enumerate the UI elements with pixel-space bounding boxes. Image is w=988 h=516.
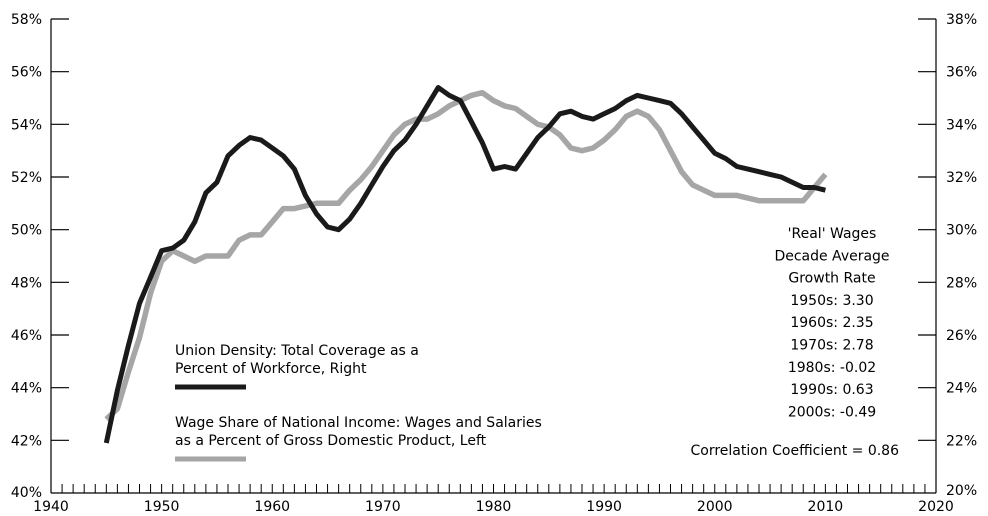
wage-box-line: 1990s: 0.63 [790, 382, 873, 398]
right-y-tick-label: 32% [946, 170, 977, 186]
legend: Union Density: Total Coverage as a Percen… [175, 343, 542, 462]
x-tick-label: 1970 [365, 499, 401, 515]
left-y-tick-label: 58% [11, 12, 42, 28]
left-y-tick-label: 50% [11, 223, 42, 239]
x-tick-label: 2020 [918, 499, 954, 515]
x-tick-label: 1950 [144, 499, 180, 515]
right-y-tick-label: 36% [946, 65, 977, 81]
left-y-tick-label: 48% [11, 275, 42, 291]
x-tick-label: 1960 [254, 499, 290, 515]
right-y-tick-label: 22% [946, 433, 977, 449]
right-y-tick-label: 30% [946, 223, 977, 239]
legend-label: as a Percent of Gross Domestic Product, … [175, 433, 487, 449]
x-tick-label: 1940 [33, 499, 69, 515]
wage-box-line: 'Real' Wages [788, 226, 877, 242]
left-y-tick-label: 44% [11, 381, 42, 397]
wage-box-line: 1970s: 2.78 [790, 338, 873, 354]
right-y-tick-label: 24% [946, 381, 977, 397]
wage-box-line: 1960s: 2.35 [790, 315, 873, 331]
wage-box-line: Decade Average [774, 248, 889, 264]
correlation-label: Correlation Coefficient = 0.86 [690, 443, 899, 459]
wage-box-background [766, 221, 899, 422]
right-y-tick-label: 34% [946, 117, 977, 133]
x-tick-label: 1980 [476, 499, 512, 515]
x-tick-label: 1990 [586, 499, 622, 515]
right-y-tick-label: 20% [946, 483, 977, 499]
wage-share-line [104, 89, 828, 422]
wage-growth-box: 'Real' Wages Decade Average Growth Rate 195… [766, 221, 899, 422]
left-y-tick-label: 52% [11, 170, 42, 186]
legend-label: Percent of Workforce, Right [175, 361, 367, 377]
axes: 40% 42% 44% 46% 48% 50% 52% 54% 56% 58% 20% 22% 24% 2… [11, 12, 977, 515]
union-density-line [103, 85, 826, 444]
x-tick-label: 2000 [697, 499, 733, 515]
legend-label: Wage Share of National Income: Wages and… [175, 415, 542, 431]
left-y-tick-label: 46% [11, 328, 42, 344]
series-layer [103, 85, 828, 444]
right-y-tick-label: 28% [946, 275, 977, 291]
left-y-tick-label: 42% [11, 433, 42, 449]
left-y-tick-label: 54% [11, 117, 42, 133]
right-y-tick-label: 38% [946, 12, 977, 28]
right-y-tick-label: 26% [946, 328, 977, 344]
wage-box-line: Growth Rate [788, 271, 875, 287]
left-y-tick-label: 40% [11, 485, 42, 501]
wage-box-line: 1980s: -0.02 [788, 360, 876, 376]
wage-box-line: 2000s: -0.49 [788, 404, 876, 420]
x-tick-label: 2010 [808, 499, 844, 515]
left-y-tick-label: 56% [11, 65, 42, 81]
legend-label: Union Density: Total Coverage as a [175, 343, 419, 359]
wage-box-line: 1950s: 3.30 [790, 293, 873, 309]
